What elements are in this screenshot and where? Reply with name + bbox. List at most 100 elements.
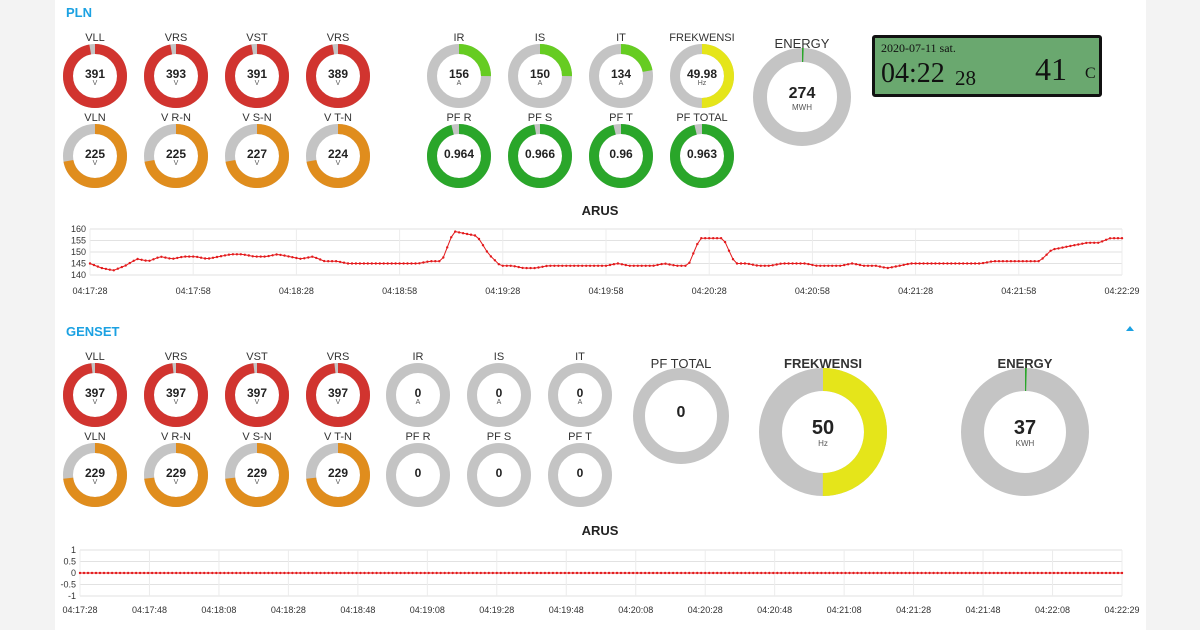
genset-gauge-3: VRS 397 V	[291, 351, 385, 433]
x-tick-label: 04:22:08	[1035, 605, 1070, 615]
data-point	[876, 571, 879, 575]
data-point	[402, 262, 405, 265]
genset-gauge-11: PF R 0	[371, 431, 465, 513]
data-point	[696, 571, 699, 575]
gauge-ring	[225, 124, 289, 188]
data-point	[788, 571, 791, 575]
data-point	[311, 571, 314, 575]
data-point	[836, 571, 839, 575]
data-point	[984, 571, 987, 575]
data-point	[692, 571, 695, 575]
gauge-value: 397	[84, 386, 106, 400]
data-point	[334, 260, 338, 263]
data-point	[279, 253, 282, 257]
data-point	[620, 263, 624, 266]
data-point	[583, 571, 587, 575]
data-point	[882, 266, 885, 269]
data-point	[1112, 237, 1116, 240]
gauge-label: FREKWENSI	[784, 356, 862, 371]
gauge-unit: V	[335, 479, 341, 487]
gauge-unit: MWH	[792, 102, 812, 112]
data-point	[188, 255, 191, 258]
gauge-value: 50	[811, 417, 835, 439]
data-point	[235, 571, 238, 575]
data-point	[455, 571, 458, 575]
data-point	[124, 264, 127, 267]
x-tick-label: 04:20:08	[618, 605, 653, 615]
data-point	[800, 571, 803, 575]
data-point	[595, 571, 599, 575]
data-point	[962, 262, 965, 265]
data-point	[1073, 244, 1076, 247]
data-point	[447, 571, 450, 575]
data-point	[579, 571, 583, 575]
data-point	[126, 571, 130, 575]
gauge-ring	[144, 443, 208, 507]
data-point	[918, 262, 921, 265]
data-point	[760, 571, 763, 575]
lcd-clock: 2020-07-11 sat. 04:22 28 41 C	[872, 35, 1102, 97]
data-point	[235, 253, 239, 256]
collapse-up-icon[interactable]	[1126, 326, 1134, 331]
data-point	[816, 571, 819, 575]
gauge-label: ENERGY	[774, 36, 830, 51]
data-point	[283, 254, 286, 257]
data-point	[948, 571, 951, 575]
data-point	[627, 571, 631, 575]
gauge-track	[386, 363, 450, 427]
data-point	[179, 571, 182, 575]
gauge-ring	[589, 124, 653, 188]
data-point	[581, 264, 584, 267]
data-point	[535, 571, 539, 575]
data-point	[116, 267, 119, 270]
data-point	[355, 571, 358, 575]
data-point	[636, 264, 639, 267]
data-point	[1008, 571, 1011, 575]
data-point	[78, 571, 82, 575]
pln-gauge-1: VRS 393 V	[129, 32, 223, 114]
data-point	[1021, 260, 1024, 263]
data-point	[515, 571, 518, 575]
data-point	[640, 264, 643, 267]
data-point	[86, 571, 90, 575]
data-point	[175, 571, 178, 575]
data-point	[94, 571, 98, 575]
data-point	[319, 258, 322, 261]
gauge-ring	[306, 124, 370, 188]
data-point	[1044, 571, 1048, 575]
data-point	[989, 260, 993, 263]
gauge-track	[548, 363, 612, 427]
data-point	[346, 262, 350, 265]
genset-gauge-6: V S-N 229 V	[210, 431, 304, 513]
gauge-arc	[63, 443, 127, 507]
data-point	[569, 264, 572, 267]
data-point	[339, 571, 342, 575]
data-point	[118, 571, 122, 575]
data-point	[319, 571, 322, 575]
data-point	[704, 571, 707, 575]
data-point	[463, 571, 466, 575]
gauge-label: ENERGY	[997, 356, 1053, 371]
gauge-value: 397	[327, 386, 349, 400]
data-point	[858, 263, 862, 267]
pln-chart-title: ARUS	[581, 203, 619, 218]
gauge-unit: A	[456, 80, 462, 88]
data-point	[211, 256, 215, 259]
data-point	[303, 257, 306, 260]
gauge-arc	[589, 44, 653, 108]
data-point	[988, 571, 991, 575]
data-point	[872, 571, 875, 575]
data-point	[831, 264, 834, 267]
data-point	[954, 262, 957, 265]
gauge-label: FREKWENSI	[669, 32, 735, 44]
gauge-value: 37	[1013, 417, 1037, 439]
data-point	[596, 264, 600, 267]
data-point	[511, 571, 514, 575]
data-point	[735, 262, 739, 265]
data-point	[832, 571, 835, 575]
data-point	[928, 571, 931, 575]
data-point	[307, 571, 310, 575]
gauge-ring	[144, 44, 208, 108]
data-point	[406, 262, 409, 265]
data-point	[315, 571, 318, 575]
